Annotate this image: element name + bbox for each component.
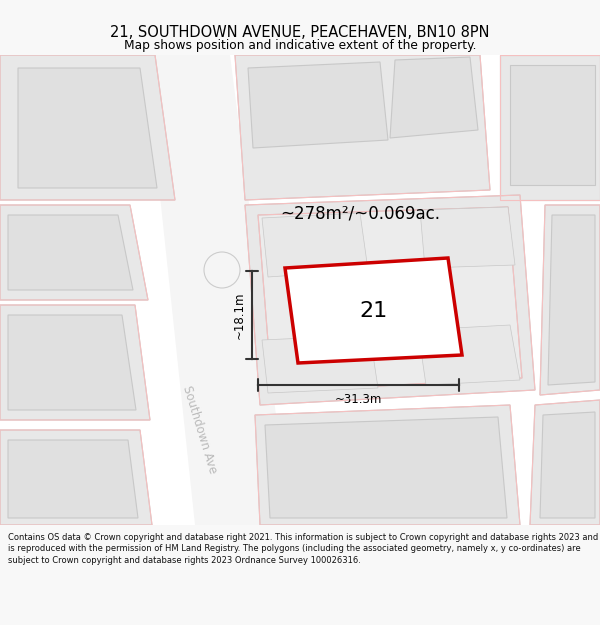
Polygon shape [235, 55, 490, 200]
Polygon shape [248, 62, 388, 148]
Polygon shape [262, 335, 378, 393]
Text: Contains OS data © Crown copyright and database right 2021. This information is : Contains OS data © Crown copyright and d… [8, 532, 598, 565]
Polygon shape [145, 55, 290, 525]
Polygon shape [540, 205, 600, 395]
Polygon shape [8, 215, 133, 290]
Text: ~278m²/~0.069ac.: ~278m²/~0.069ac. [280, 204, 440, 222]
Text: Southdown Ave: Southdown Ave [181, 384, 220, 476]
Polygon shape [265, 417, 507, 518]
Polygon shape [530, 400, 600, 525]
Polygon shape [18, 68, 157, 188]
Text: 21, SOUTHDOWN AVENUE, PEACEHAVEN, BN10 8PN: 21, SOUTHDOWN AVENUE, PEACEHAVEN, BN10 8… [110, 25, 490, 40]
Polygon shape [500, 55, 600, 200]
Polygon shape [0, 55, 175, 200]
Polygon shape [8, 440, 138, 518]
Polygon shape [245, 195, 535, 405]
Polygon shape [418, 325, 520, 385]
Text: ~31.3m: ~31.3m [335, 393, 382, 406]
Polygon shape [0, 305, 150, 420]
Polygon shape [390, 57, 478, 138]
Text: 21: 21 [359, 301, 388, 321]
Polygon shape [262, 213, 368, 277]
Polygon shape [285, 258, 462, 363]
Polygon shape [258, 207, 522, 392]
Polygon shape [510, 65, 595, 185]
Circle shape [204, 252, 240, 288]
Polygon shape [540, 412, 595, 518]
Polygon shape [255, 405, 520, 525]
Polygon shape [0, 205, 148, 300]
Text: ~18.1m: ~18.1m [233, 291, 246, 339]
Polygon shape [0, 430, 152, 525]
Polygon shape [8, 315, 136, 410]
Polygon shape [420, 207, 515, 268]
Text: Map shows position and indicative extent of the property.: Map shows position and indicative extent… [124, 39, 476, 52]
Polygon shape [548, 215, 595, 385]
